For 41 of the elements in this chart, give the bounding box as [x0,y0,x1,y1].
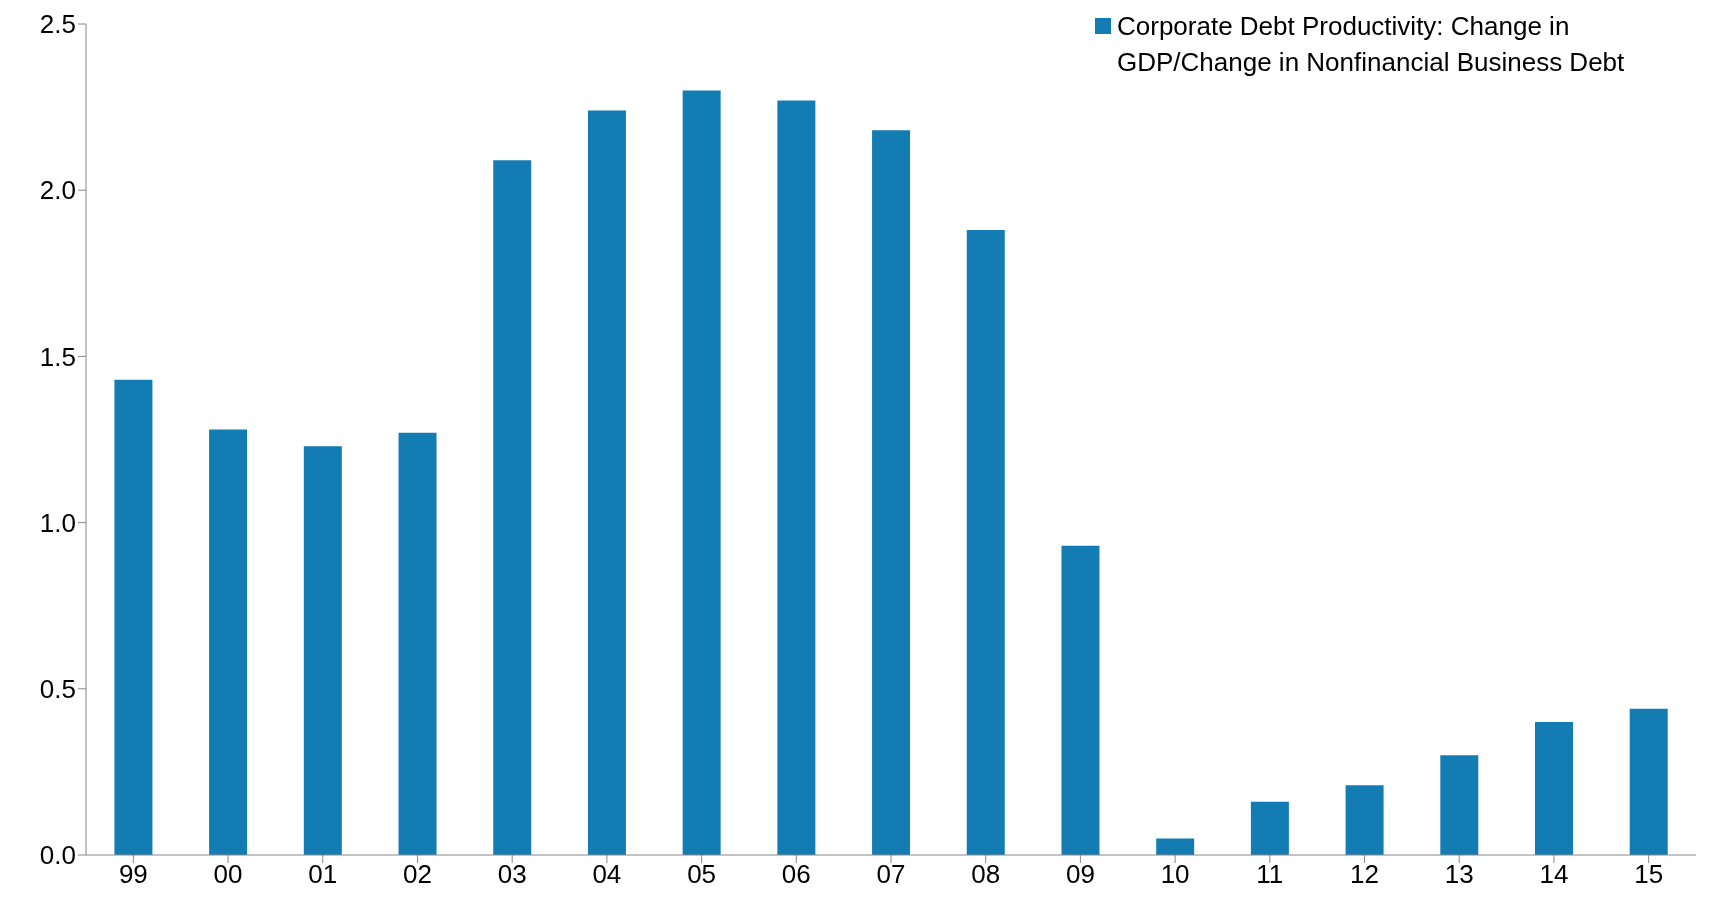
x-tick-label: 11 [1256,859,1284,890]
x-tick-label: 01 [308,859,338,890]
x-tick-label: 12 [1350,859,1379,890]
y-tick-label: 2.0 [39,175,76,206]
bar [1156,838,1195,855]
x-tick-label: 14 [1539,859,1569,890]
bar [114,379,153,855]
x-tick-label: 15 [1634,859,1664,890]
bar [682,90,721,855]
x-tick-label: 13 [1444,859,1474,890]
bar [209,429,248,855]
bar [872,130,911,855]
bar [966,230,1005,855]
y-tick-label: 2.5 [39,9,76,40]
x-tick-label: 06 [781,859,811,890]
x-tick-label: 02 [403,859,432,890]
bar [1250,801,1289,855]
bar [1629,708,1668,855]
x-tick-label: 05 [687,859,717,890]
y-tick-label: 1.0 [39,507,76,538]
bar [398,432,437,855]
x-tick-label: 04 [592,859,622,890]
bar [303,446,342,855]
bar [1345,785,1384,855]
legend-label: Corporate Debt Productivity: Change in GDP/Change in Nonfinancial Business Debt [1117,10,1626,79]
x-tick-label: 00 [213,859,243,890]
x-tick-label: 07 [876,859,906,890]
x-tick-label: 10 [1160,859,1190,890]
x-tick-label: 08 [971,859,1001,890]
x-tick-label: 03 [497,859,527,890]
bar [777,100,816,855]
x-tick-label: 99 [118,859,148,890]
bar [1535,722,1573,855]
bar [587,110,626,855]
bar [493,160,532,855]
y-tick-label: 0.0 [39,840,76,871]
bar [1061,545,1100,855]
bar [1440,755,1479,855]
y-tick-label: 0.5 [39,674,76,705]
x-tick-label: 09 [1065,859,1095,890]
y-tick-label: 1.5 [39,341,76,372]
